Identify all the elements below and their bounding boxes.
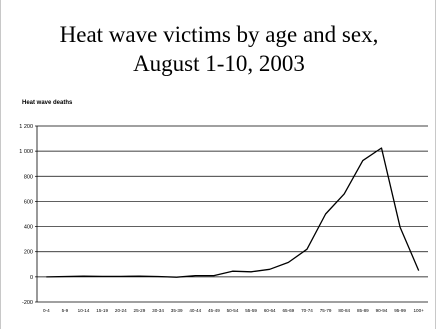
x-tick-label: 40-44	[189, 308, 201, 313]
y-tick-label: 800	[24, 174, 33, 180]
series-lines	[46, 147, 420, 278]
y-tick-label: 0	[30, 275, 33, 281]
x-tick-label: 0-4	[43, 308, 50, 313]
x-tick-label: 65-69	[282, 308, 294, 313]
x-tick-label: 90-94	[376, 308, 388, 313]
x-tick-label: 75-79	[320, 308, 332, 313]
x-tick-label: 70-74	[301, 308, 313, 313]
y-tick-label: -200	[22, 300, 33, 306]
x-tick-label: 80-84	[338, 308, 350, 313]
x-tick-label: 100+	[414, 308, 425, 313]
x-tick-labels: 0-4 5-9 10-14 15-19 20-24 25-29 30-34 35-39 40-4…	[43, 308, 424, 313]
x-tick-label: 5-9	[62, 308, 69, 313]
y-tick-label: 200	[24, 250, 33, 256]
x-tick-label: 60-64	[264, 308, 276, 313]
x-tick-label: 25-29	[134, 308, 146, 313]
slide-title-line-2: August 1-10, 2003	[133, 51, 305, 76]
y-tick-label: 600	[24, 199, 33, 205]
axes	[35, 125, 38, 303]
y-tick-labels: -200 0 200 400 600 800 1 000 1 200	[19, 124, 33, 306]
x-tick-label: 85-89	[357, 308, 369, 313]
x-tick-label: 10-14	[78, 308, 90, 313]
x-tick-label: 15-19	[96, 308, 108, 313]
series-line	[46, 147, 420, 278]
x-tick-label: 95-99	[394, 308, 406, 313]
x-tick-label: 55-59	[245, 308, 257, 313]
slide-title: Heat wave victims by age and sex, August…	[1, 20, 436, 78]
slide-title-line-1: Heat wave victims by age and sex,	[59, 22, 379, 47]
gridlines	[37, 125, 428, 303]
x-tick-label: 30-34	[152, 308, 164, 313]
y-tick-label: 1 000	[19, 149, 33, 155]
x-tick-label: 50-54	[227, 308, 239, 313]
x-tick-label: 35-39	[171, 308, 183, 313]
y-tick-label: 400	[24, 225, 33, 231]
x-tick-label: 45-49	[208, 308, 220, 313]
y-tick-label: 1 200	[19, 124, 33, 130]
y-axis-label: Heat wave deaths	[22, 100, 73, 106]
x-tick-label: 20-24	[115, 308, 127, 313]
